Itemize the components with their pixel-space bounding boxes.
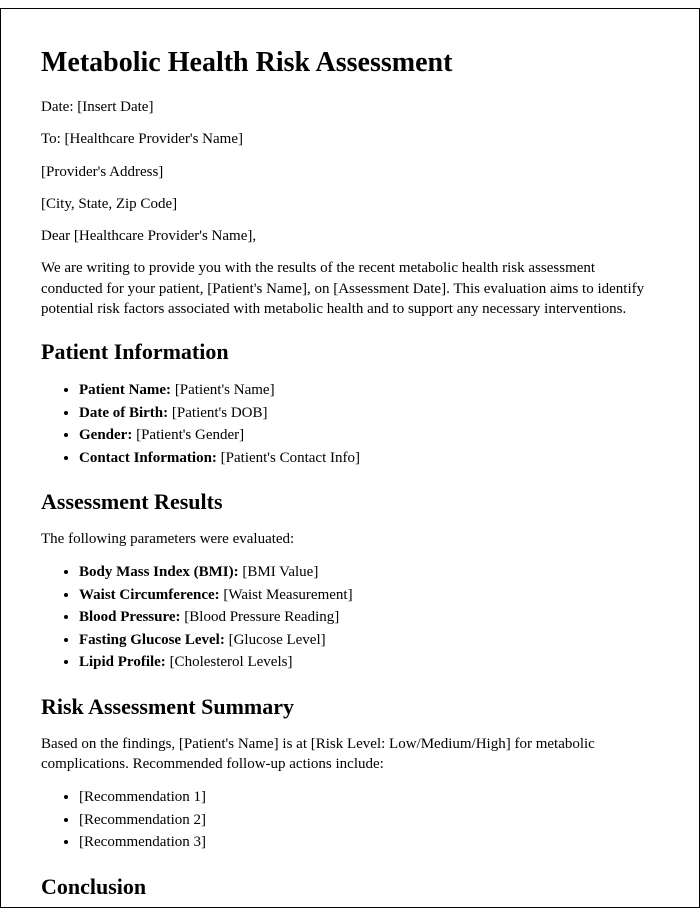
- assessment-lead: The following parameters were evaluated:: [41, 529, 659, 549]
- item-value: [Recommendation 1]: [79, 789, 206, 805]
- list-item: Body Mass Index (BMI): [BMI Value]: [79, 561, 659, 584]
- item-value: [Patient's Gender]: [132, 427, 244, 443]
- item-label: Fasting Glucose Level:: [79, 632, 225, 648]
- item-label: Lipid Profile:: [79, 654, 166, 670]
- patient-info-heading: Patient Information: [41, 339, 659, 365]
- assessment-results-heading: Assessment Results: [41, 489, 659, 515]
- item-label: Blood Pressure:: [79, 609, 181, 625]
- list-item: [Recommendation 1]: [79, 786, 659, 809]
- item-label: Body Mass Index (BMI):: [79, 564, 239, 580]
- item-value: [Cholesterol Levels]: [166, 654, 293, 670]
- conclusion-heading: Conclusion: [41, 874, 659, 900]
- list-item: Gender: [Patient's Gender]: [79, 424, 659, 447]
- item-label: Contact Information:: [79, 450, 217, 466]
- item-label: Date of Birth:: [79, 405, 168, 421]
- risk-summary-heading: Risk Assessment Summary: [41, 694, 659, 720]
- patient-info-list: Patient Name: [Patient's Name] Date of B…: [41, 379, 659, 469]
- list-item: Blood Pressure: [Blood Pressure Reading]: [79, 606, 659, 629]
- item-value: [Waist Measurement]: [220, 587, 353, 603]
- item-label: Gender:: [79, 427, 132, 443]
- page-title: Metabolic Health Risk Assessment: [41, 47, 659, 79]
- item-value: [Patient's DOB]: [168, 405, 267, 421]
- date-line: Date: [Insert Date]: [41, 97, 659, 117]
- assessment-results-list: Body Mass Index (BMI): [BMI Value] Waist…: [41, 561, 659, 674]
- item-value: [BMI Value]: [239, 564, 319, 580]
- list-item: Date of Birth: [Patient's DOB]: [79, 402, 659, 425]
- to-line: To: [Healthcare Provider's Name]: [41, 129, 659, 149]
- item-label: Waist Circumference:: [79, 587, 220, 603]
- item-value: [Patient's Contact Info]: [217, 450, 360, 466]
- list-item: Waist Circumference: [Waist Measurement]: [79, 584, 659, 607]
- item-value: [Recommendation 2]: [79, 812, 206, 828]
- intro-paragraph: We are writing to provide you with the r…: [41, 258, 659, 319]
- list-item: [Recommendation 3]: [79, 831, 659, 854]
- salutation-line: Dear [Healthcare Provider's Name],: [41, 226, 659, 246]
- list-item: Fasting Glucose Level: [Glucose Level]: [79, 629, 659, 652]
- list-item: Lipid Profile: [Cholesterol Levels]: [79, 651, 659, 674]
- address-line: [Provider's Address]: [41, 162, 659, 182]
- list-item: [Recommendation 2]: [79, 809, 659, 832]
- risk-summary-lead: Based on the findings, [Patient's Name] …: [41, 734, 659, 775]
- list-item: Patient Name: [Patient's Name]: [79, 379, 659, 402]
- list-item: Contact Information: [Patient's Contact …: [79, 447, 659, 470]
- item-value: [Blood Pressure Reading]: [181, 609, 340, 625]
- item-value: [Recommendation 3]: [79, 834, 206, 850]
- item-label: Patient Name:: [79, 382, 171, 398]
- risk-summary-list: [Recommendation 1] [Recommendation 2] [R…: [41, 786, 659, 854]
- item-value: [Patient's Name]: [171, 382, 275, 398]
- document-page: Metabolic Health Risk Assessment Date: […: [0, 8, 700, 908]
- city-line: [City, State, Zip Code]: [41, 194, 659, 214]
- item-value: [Glucose Level]: [225, 632, 326, 648]
